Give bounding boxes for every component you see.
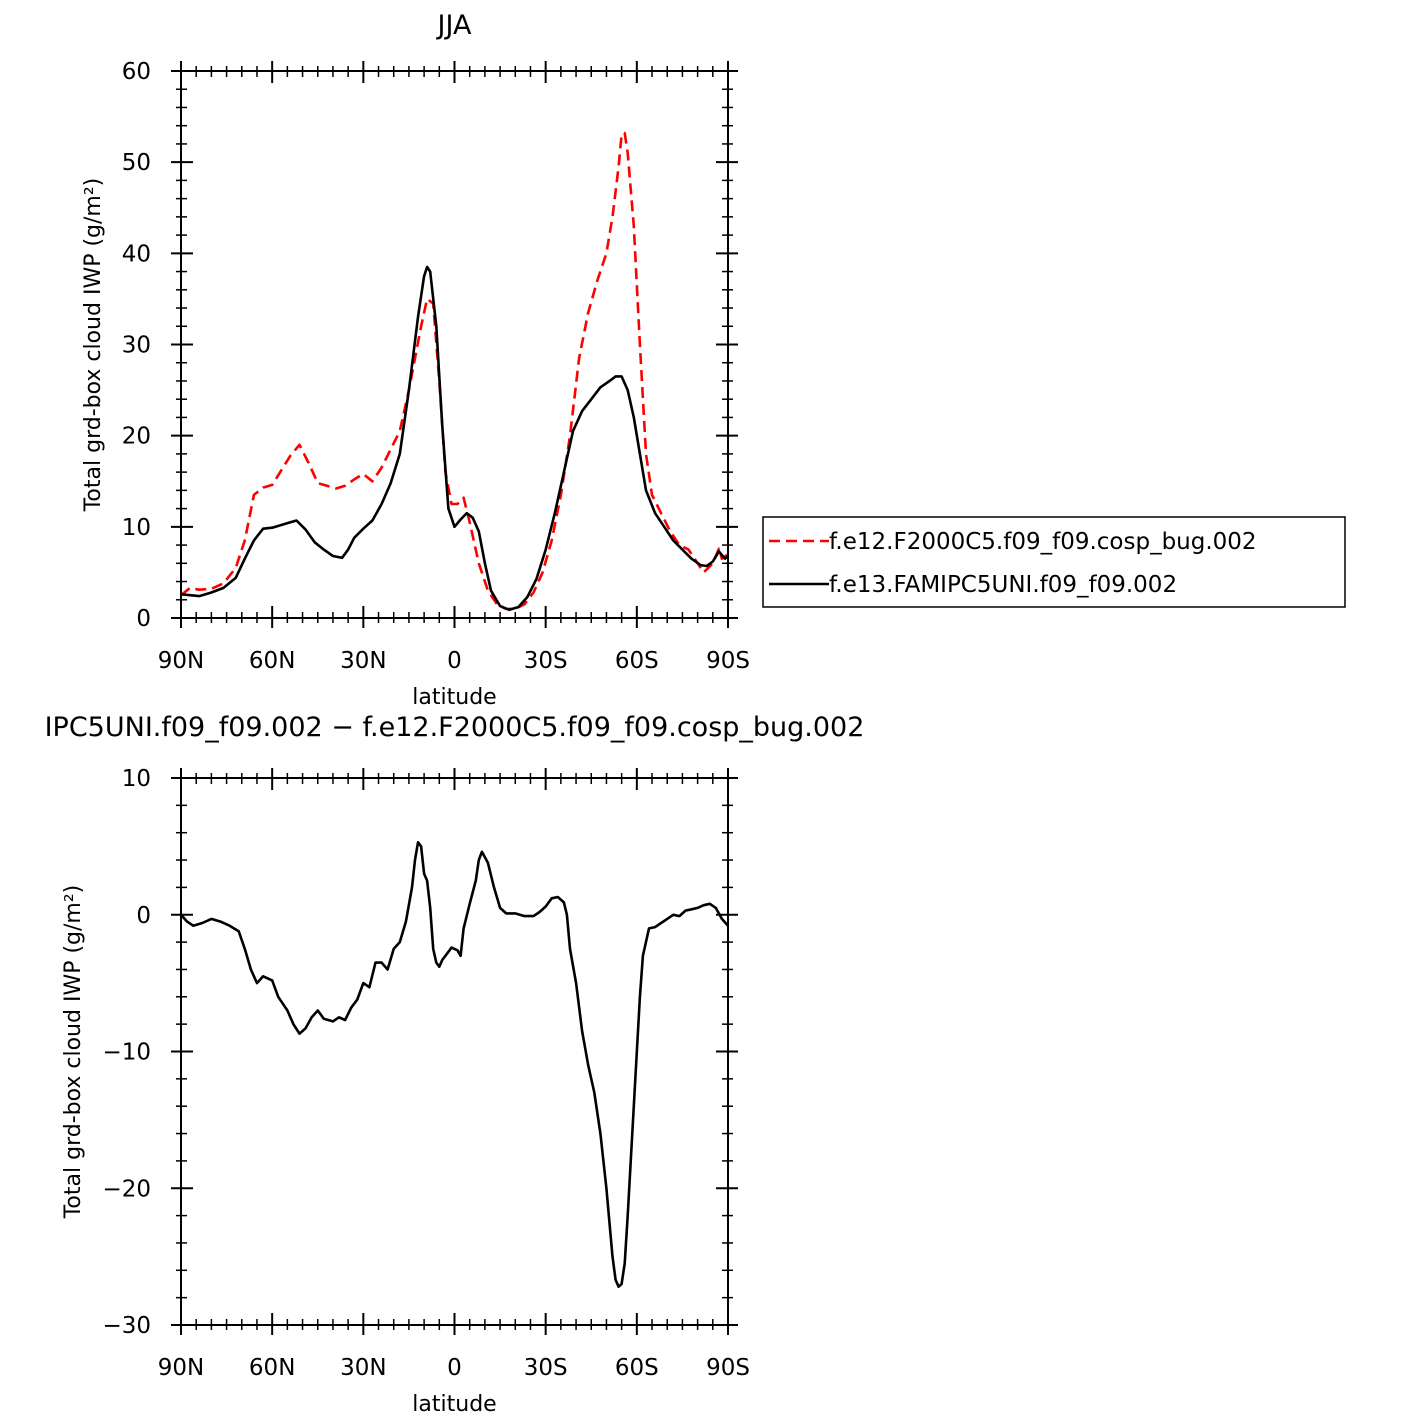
y-axis-title: Total grd-box cloud IWP (g/m²) — [61, 885, 86, 1220]
x-tick-label: 60N — [249, 648, 295, 674]
y-tick-label: −20 — [102, 1176, 151, 1202]
x-tick-label: 60S — [615, 648, 659, 674]
series-line-2 — [181, 265, 728, 612]
x-tick-label: 30S — [524, 648, 568, 674]
plot-frame — [180, 70, 729, 619]
y-tick-label: 10 — [122, 766, 151, 792]
y-tick-label: 20 — [122, 424, 151, 450]
plot-frame — [180, 777, 729, 1326]
series-line-1 — [181, 841, 728, 1288]
y-tick-label: 0 — [136, 606, 151, 632]
series-line-1 — [181, 131, 728, 611]
x-tick-label: 60N — [249, 1355, 295, 1381]
x-tick-label: 90S — [706, 1355, 750, 1381]
y-tick-label: 40 — [122, 241, 151, 267]
x-tick-label: 90N — [158, 1355, 204, 1381]
x-axis-title: latitude — [412, 685, 496, 710]
y-tick-label: −10 — [102, 1040, 151, 1066]
y-tick-label: 50 — [122, 150, 151, 176]
y-tick-label: −30 — [102, 1313, 151, 1339]
chart-title: JJA — [436, 10, 472, 41]
x-tick-label: 0 — [447, 648, 462, 674]
x-tick-label: 90S — [706, 648, 750, 674]
x-tick-label: 30S — [524, 1355, 568, 1381]
x-axis-title: latitude — [412, 1392, 496, 1417]
y-tick-label: 30 — [122, 333, 151, 359]
y-tick-label: 10 — [122, 515, 151, 541]
difference-line-chart: IPC5UNI.f09_f09.002 − f.e12.F2000C5.f09_… — [45, 712, 865, 1417]
y-tick-label: 0 — [136, 903, 151, 929]
x-tick-label: 30N — [340, 648, 386, 674]
x-tick-label: 0 — [447, 1355, 462, 1381]
legend-label-1: f.e12.F2000C5.f09_f09.cosp_bug.002 — [829, 529, 1257, 555]
x-tick-label: 90N — [158, 648, 204, 674]
y-axis-title: Total grd-box cloud IWP (g/m²) — [81, 178, 106, 513]
top-line-chart: JJA 0 10 20 30 40 50 60 90N 60N 30N 0 30S 60S 90S latit… — [81, 10, 1346, 710]
x-tick-label: 30N — [340, 1355, 386, 1381]
y-tick-label: 60 — [122, 59, 151, 85]
x-tick-label: 60S — [615, 1355, 659, 1381]
legend-box — [762, 516, 1346, 608]
legend-label-2: f.e13.FAMIPC5UNI.f09_f09.002 — [829, 572, 1177, 598]
chart-title: IPC5UNI.f09_f09.002 − f.e12.F2000C5.f09_… — [45, 712, 865, 743]
